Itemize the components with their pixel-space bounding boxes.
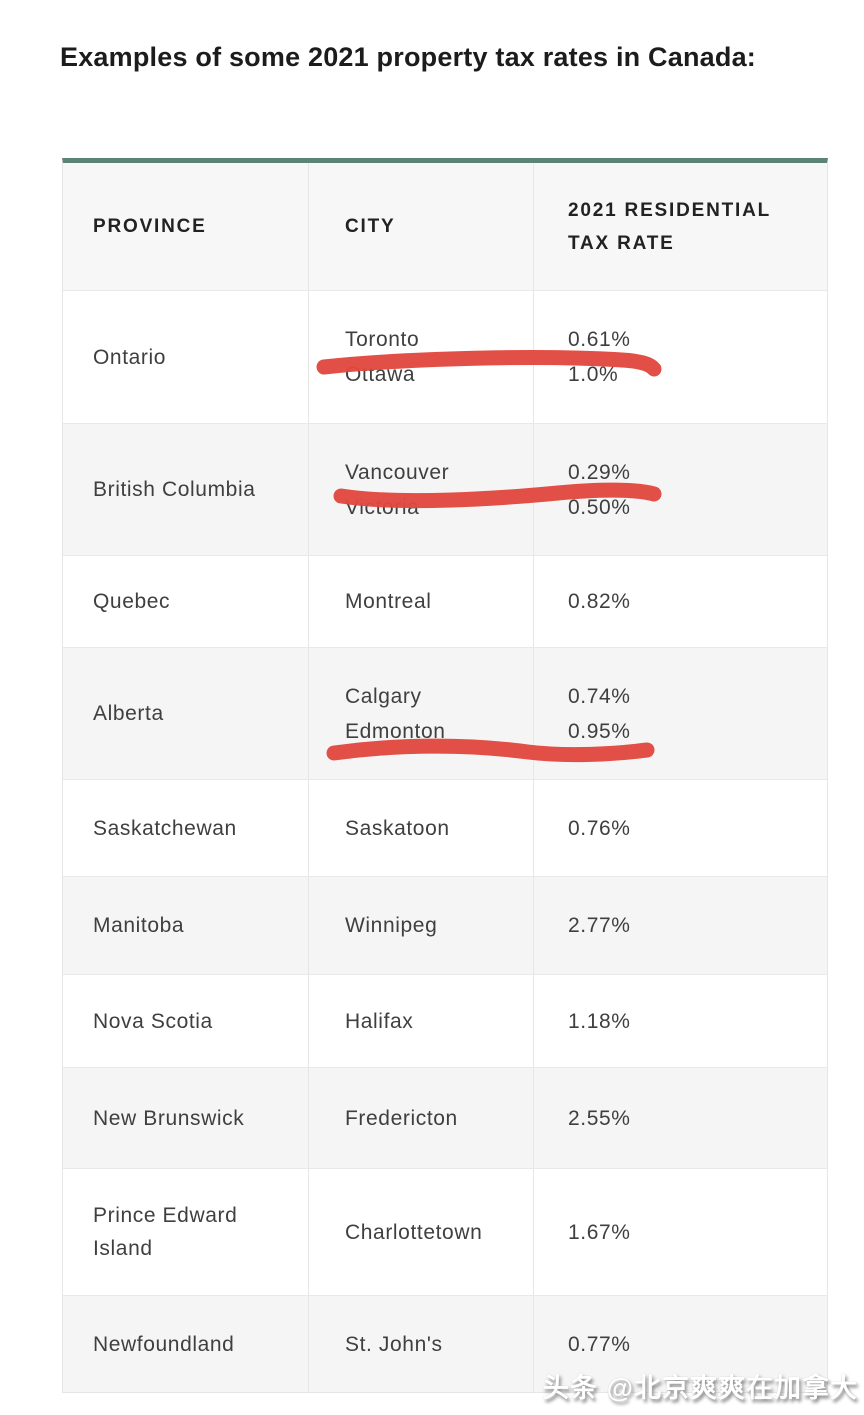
rate-value: 1.0% xyxy=(568,363,619,386)
rate-value: 0.76% xyxy=(568,816,631,840)
city-value: Halifax xyxy=(345,1009,414,1033)
rate-cell: 0.29% 0.50% xyxy=(534,424,827,555)
table-row: Saskatchewan Saskatoon 0.76% xyxy=(63,780,827,877)
city-value: Ottawa xyxy=(345,363,416,386)
rate-value: 0.77% xyxy=(568,1332,631,1356)
table-row: Quebec Montreal 0.82% xyxy=(63,556,827,648)
rate-value: 2.55% xyxy=(568,1106,631,1130)
province-cell: Manitoba xyxy=(63,877,309,974)
page-title: Examples of some 2021 property tax rates… xyxy=(60,42,756,72)
city-value: Edmonton xyxy=(345,719,446,743)
rate-value: 0.29% xyxy=(568,460,631,484)
table-row: Manitoba Winnipeg 2.77% xyxy=(63,877,827,975)
rate-cell: 2.77% xyxy=(534,877,827,974)
city-cell: Winnipeg xyxy=(309,877,534,974)
rate-cell: 2.55% xyxy=(534,1068,827,1168)
rate-cell: 0.76% xyxy=(534,780,827,876)
table-row: Ontario Toronto Ottawa 0.61% 1.0% xyxy=(63,291,827,424)
table-row: Newfoundland St. John's 0.77% xyxy=(63,1296,827,1392)
rate-value: 0.61% xyxy=(568,328,631,351)
city-value: Vancouver xyxy=(345,460,450,484)
city-value: Toronto xyxy=(345,328,420,351)
table-row: New Brunswick Fredericton 2.55% xyxy=(63,1068,827,1169)
table-row: Prince Edward Island Charlottetown 1.67% xyxy=(63,1169,827,1296)
rate-cell: 0.77% xyxy=(534,1296,827,1392)
rate-value: 2.77% xyxy=(568,914,631,937)
city-value: St. John's xyxy=(345,1332,443,1356)
table-row: Nova Scotia Halifax 1.18% xyxy=(63,975,827,1068)
province-cell: Saskatchewan xyxy=(63,780,309,876)
column-header-tax-rate: 2021 RESIDENTIAL TAX RATE xyxy=(568,199,771,254)
city-cell: Toronto Ottawa xyxy=(309,291,534,423)
rate-value: 0.95% xyxy=(568,719,631,743)
province-cell: Alberta xyxy=(63,648,309,779)
city-value: Charlottetown xyxy=(345,1220,483,1244)
rate-value: 0.82% xyxy=(568,590,631,613)
province-cell: Prince Edward Island xyxy=(63,1169,309,1295)
column-header-city: CITY xyxy=(309,163,534,290)
rate-value: 0.50% xyxy=(568,495,631,519)
rate-value: 1.67% xyxy=(568,1220,631,1244)
city-cell: St. John's xyxy=(309,1296,534,1392)
city-value: Fredericton xyxy=(345,1106,458,1130)
city-value: Montreal xyxy=(345,590,432,613)
table-row: British Columbia Vancouver Victoria 0.29%… xyxy=(63,424,827,556)
rate-cell: 0.82% xyxy=(534,556,827,647)
city-value: Victoria xyxy=(345,495,420,519)
rate-cell: 1.67% xyxy=(534,1169,827,1295)
province-cell: New Brunswick xyxy=(63,1068,309,1168)
city-value: Saskatoon xyxy=(345,816,450,840)
province-cell: British Columbia xyxy=(63,424,309,555)
province-cell: Newfoundland xyxy=(63,1296,309,1392)
city-cell: Halifax xyxy=(309,975,534,1067)
rate-value: 0.74% xyxy=(568,684,631,708)
city-cell: Charlottetown xyxy=(309,1169,534,1295)
table-header-row: PROVINCE CITY 2021 RESIDENTIAL TAX RATE xyxy=(63,163,827,291)
city-cell: Calgary Edmonton xyxy=(309,648,534,779)
rate-cell: 0.74% 0.95% xyxy=(534,648,827,779)
province-cell: Ontario xyxy=(63,291,309,423)
column-header-province: PROVINCE xyxy=(63,163,309,290)
table-row: Alberta Calgary Edmonton 0.74% 0.95% xyxy=(63,648,827,780)
city-cell: Vancouver Victoria xyxy=(309,424,534,555)
watermark: 头条 @北京爽爽在加拿大 xyxy=(542,1373,858,1403)
city-cell: Fredericton xyxy=(309,1068,534,1168)
city-value: Winnipeg xyxy=(345,914,438,937)
table-body: Ontario Toronto Ottawa 0.61% 1.0% British … xyxy=(63,291,827,1392)
rate-cell: 0.61% 1.0% xyxy=(534,291,827,423)
province-cell: Nova Scotia xyxy=(63,975,309,1067)
rate-cell: 1.18% xyxy=(534,975,827,1067)
property-tax-table: PROVINCE CITY 2021 RESIDENTIAL TAX RATE … xyxy=(62,158,828,1393)
city-cell: Saskatoon xyxy=(309,780,534,876)
city-cell: Montreal xyxy=(309,556,534,647)
city-value: Calgary xyxy=(345,684,422,708)
province-cell: Quebec xyxy=(63,556,309,647)
rate-value: 1.18% xyxy=(568,1009,631,1033)
